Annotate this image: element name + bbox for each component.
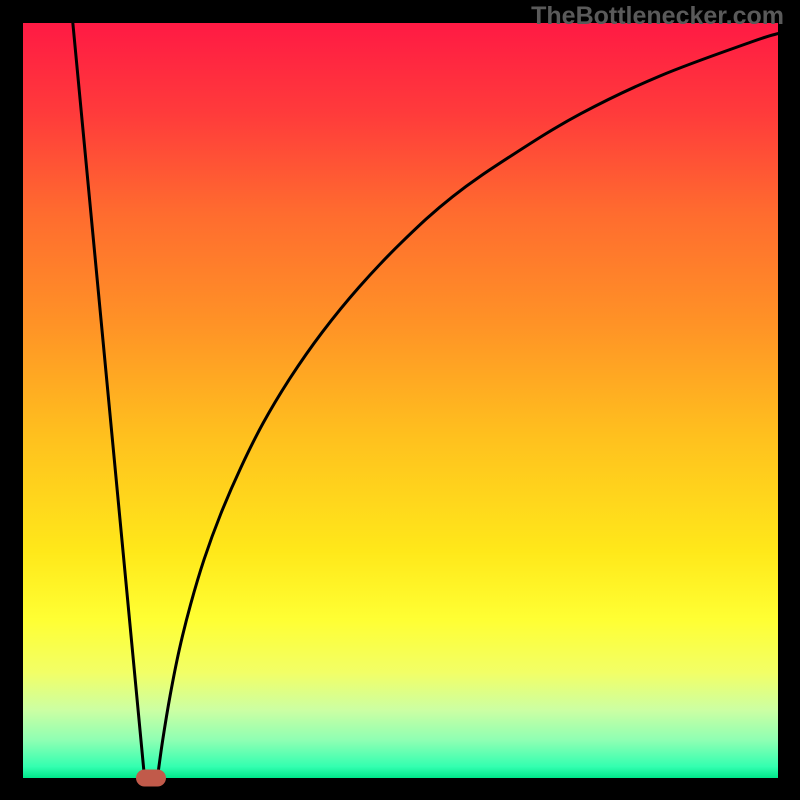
watermark-text: TheBottlenecker.com: [531, 2, 784, 31]
plot-area: [23, 23, 778, 778]
curve-right-segment: [157, 34, 778, 778]
curve-left-segment: [73, 23, 145, 778]
chart-container: TheBottlenecker.com: [0, 0, 800, 800]
minimum-marker: [136, 770, 166, 787]
bottleneck-curve: [23, 23, 778, 778]
